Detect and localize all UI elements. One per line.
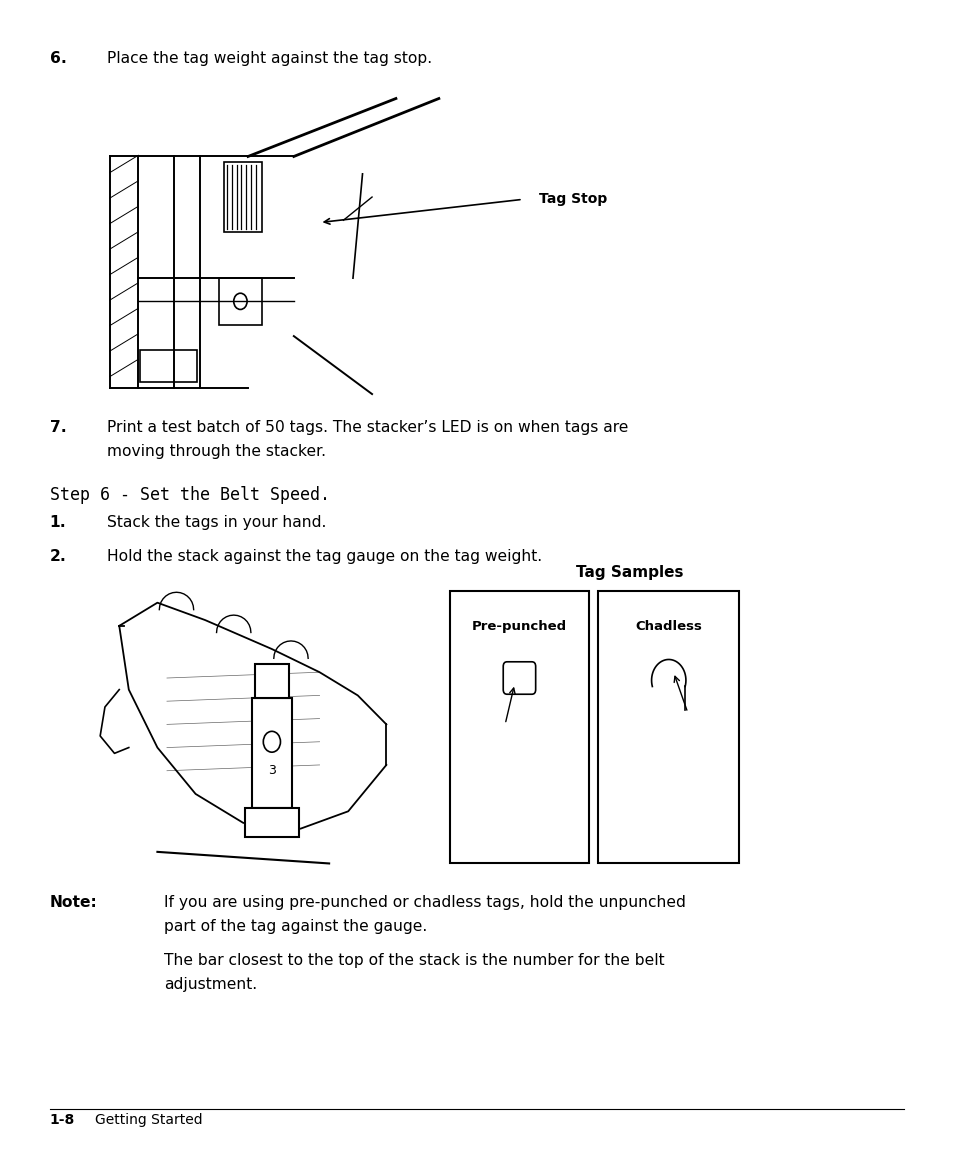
Text: Place the tag weight against the tag stop.: Place the tag weight against the tag sto… (107, 51, 432, 66)
Bar (218, 278, 261, 325)
Text: Stack the tags in your hand.: Stack the tags in your hand. (107, 515, 326, 530)
Text: 3: 3 (268, 764, 275, 778)
Text: 2.: 2. (50, 549, 67, 564)
Text: adjustment.: adjustment. (164, 977, 257, 992)
Bar (140, 350, 197, 382)
Text: moving through the stacker.: moving through the stacker. (107, 444, 326, 459)
Bar (254, 663, 289, 698)
Text: Note:: Note: (50, 895, 97, 910)
Bar (450, 591, 588, 863)
Bar (245, 809, 298, 837)
Text: Tag Samples: Tag Samples (576, 564, 682, 580)
Bar (598, 591, 739, 863)
Text: 1-8: 1-8 (50, 1113, 74, 1127)
Text: part of the tag against the gauge.: part of the tag against the gauge. (164, 919, 427, 934)
FancyBboxPatch shape (503, 662, 536, 694)
Text: Step 6 - Set the Belt Speed.: Step 6 - Set the Belt Speed. (50, 486, 330, 504)
Text: If you are using pre-punched or chadless tags, hold the unpunched: If you are using pre-punched or chadless… (164, 895, 685, 910)
Text: 6.: 6. (50, 51, 67, 66)
Text: The bar closest to the top of the stack is the number for the belt: The bar closest to the top of the stack … (164, 953, 664, 968)
Bar (224, 162, 262, 232)
Bar (252, 698, 292, 809)
Text: Print a test batch of 50 tags. The stacker’s LED is on when tags are: Print a test batch of 50 tags. The stack… (107, 420, 628, 435)
Text: 7.: 7. (50, 420, 67, 435)
Text: Tag Stop: Tag Stop (538, 192, 607, 206)
Text: Hold the stack against the tag gauge on the tag weight.: Hold the stack against the tag gauge on … (107, 549, 541, 564)
Text: Chadless: Chadless (635, 620, 701, 633)
Text: Pre-punched: Pre-punched (472, 620, 566, 633)
Text: Getting Started: Getting Started (95, 1113, 203, 1127)
Text: 1.: 1. (50, 515, 67, 530)
